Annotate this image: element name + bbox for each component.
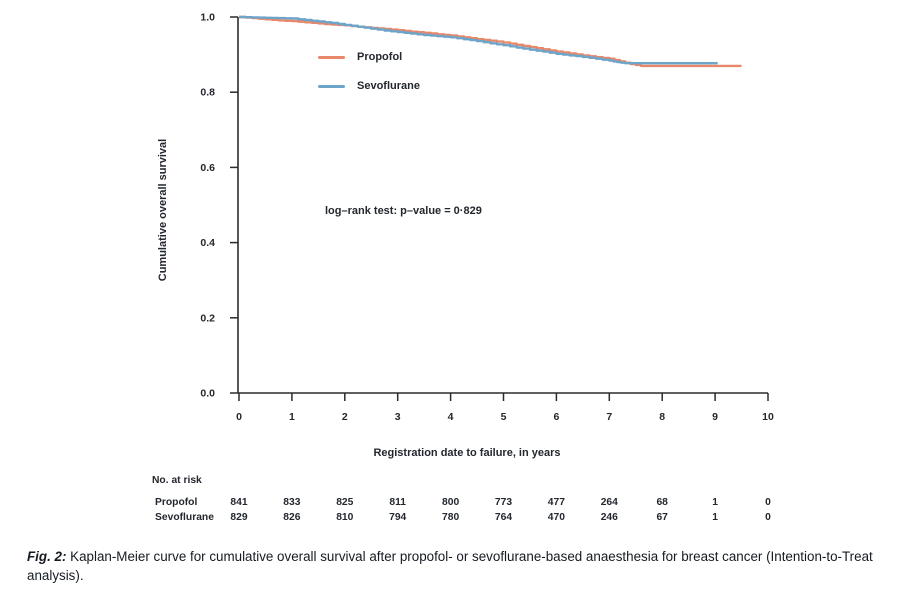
y-tick-label: 0.4 xyxy=(200,237,215,249)
x-tick-label: 3 xyxy=(395,411,401,423)
risk-value: 826 xyxy=(283,512,301,523)
risk-table-title: No. at risk xyxy=(152,475,202,486)
legend: Propofol Sevoflurane xyxy=(318,49,420,107)
y-tick-label: 1.0 xyxy=(200,12,215,24)
y-tick-label: 0.6 xyxy=(200,162,215,174)
risk-value: 0 xyxy=(765,512,771,523)
y-tick-label: 0.0 xyxy=(200,388,215,400)
risk-row-label-propofol: Propofol xyxy=(155,497,198,508)
legend-label: Propofol xyxy=(357,51,403,63)
risk-value: 67 xyxy=(656,512,668,523)
x-tick-label: 10 xyxy=(762,411,774,423)
x-tick-label: 9 xyxy=(712,411,718,423)
km-curve-sevoflurane xyxy=(239,15,718,65)
legend-item-propofol: Propofol xyxy=(318,49,420,65)
risk-value: 246 xyxy=(600,512,618,523)
risk-value: 0 xyxy=(765,497,771,508)
risk-value: 800 xyxy=(442,497,460,508)
risk-value: 773 xyxy=(494,497,513,508)
x-axis-title: Registration date to failure, in years xyxy=(373,447,561,459)
risk-value: 477 xyxy=(547,497,565,508)
risk-value: 780 xyxy=(442,512,460,523)
y-axis-title: Cumulative overall survival xyxy=(157,138,169,282)
risk-value: 810 xyxy=(336,512,354,523)
risk-value: 829 xyxy=(230,512,248,523)
legend-label: Sevoflurane xyxy=(357,80,420,92)
km-curve-propofol xyxy=(239,15,742,68)
y-tick-label: 0.8 xyxy=(200,87,215,99)
legend-swatch-sevoflurane xyxy=(318,84,345,88)
y-tick-label: 0.2 xyxy=(200,312,215,324)
x-tick-label: 1 xyxy=(289,411,295,423)
x-tick-label: 5 xyxy=(501,411,507,423)
risk-value: 833 xyxy=(283,497,301,508)
x-tick-label: 6 xyxy=(553,411,559,423)
legend-item-sevoflurane: Sevoflurane xyxy=(318,78,420,94)
risk-row-label-sevoflurane: Sevoflurane xyxy=(155,512,214,523)
logrank-annotation: log–rank test: p–value = 0·829 xyxy=(325,205,482,217)
x-tick-label: 2 xyxy=(342,411,348,423)
x-tick-label: 4 xyxy=(448,411,454,423)
risk-value: 1 xyxy=(712,512,718,523)
risk-value: 764 xyxy=(494,512,513,523)
legend-swatch-propofol xyxy=(318,55,345,59)
risk-value: 825 xyxy=(336,497,354,508)
figure-caption-text: Kaplan-Meier curve for cumulative overal… xyxy=(27,549,873,583)
risk-value: 470 xyxy=(547,512,565,523)
risk-value: 68 xyxy=(656,497,668,508)
figure-caption: Fig. 2: Kaplan-Meier curve for cumulativ… xyxy=(27,547,893,585)
km-plot-svg: 0.0 0.2 0.4 0.6 0.8 1.0 0 1 2 3 4 5 6 7 8 9 10 xyxy=(200,12,774,424)
risk-value: 1 xyxy=(712,497,718,508)
x-tick-label: 7 xyxy=(606,411,612,423)
risk-value: 264 xyxy=(600,497,618,508)
figure-caption-label: Fig. 2: xyxy=(27,549,67,564)
risk-value: 811 xyxy=(389,497,406,508)
x-tick-label: 8 xyxy=(659,411,665,423)
risk-value: 841 xyxy=(230,497,248,508)
risk-value: 794 xyxy=(389,512,407,523)
x-tick-label: 0 xyxy=(236,411,242,423)
